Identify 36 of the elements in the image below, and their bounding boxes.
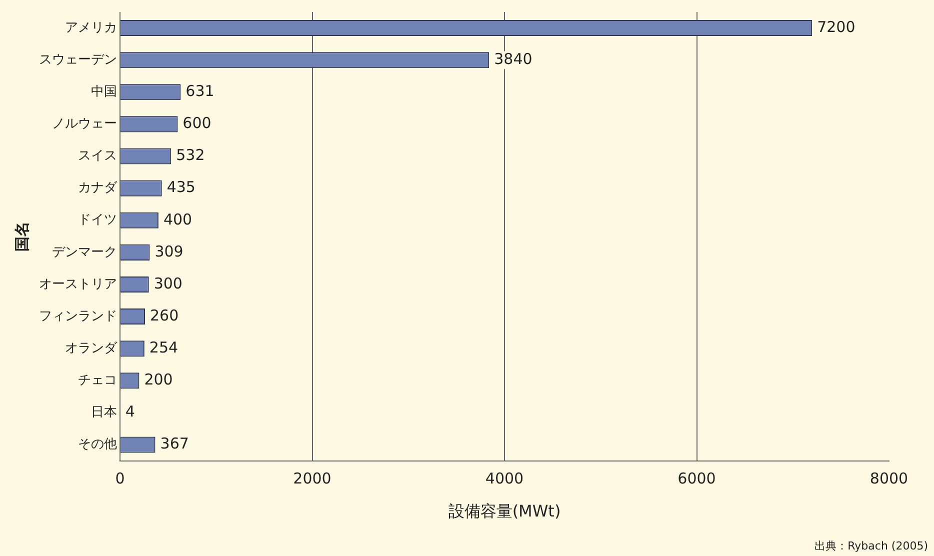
y-tick-label: フィンランド (39, 308, 117, 324)
y-tick-label: スイス (78, 148, 117, 164)
y-tick-label: 日本 (91, 405, 117, 420)
data-label: 4 (125, 402, 135, 421)
data-label: 532 (176, 146, 205, 164)
data-label: 600 (182, 114, 212, 132)
x-axis-title: 設備容量(MWt) (448, 502, 561, 521)
y-tick-label: ノルウェー (52, 116, 117, 132)
y-tick-label: カナダ (78, 180, 118, 196)
data-label: 400 (163, 210, 192, 228)
x-tick-label: 6000 (678, 470, 716, 488)
data-label: 7200 (817, 18, 856, 36)
data-label: 254 (149, 338, 178, 356)
x-tick-label: 8000 (870, 470, 908, 488)
data-label: 300 (154, 274, 182, 292)
y-tick-label: オーストリア (39, 276, 117, 292)
y-tick-label: デンマーク (52, 244, 117, 260)
data-label: 435 (166, 178, 196, 196)
y-tick-label: チェコ (78, 373, 117, 388)
x-tick-label: 2000 (293, 470, 332, 488)
y-tick-label: アメリカ (65, 20, 117, 36)
y-tick-label: オランダ (65, 340, 118, 356)
x-tick-label: 0 (115, 470, 125, 488)
data-label: 631 (186, 82, 214, 100)
y-tick-label: ドイツ (78, 212, 117, 228)
data-label: 260 (150, 306, 179, 324)
y-tick-label: その他 (78, 437, 117, 452)
y-axis-title: 国名 (12, 221, 31, 252)
data-label: 367 (160, 434, 189, 453)
source-note: 出典：Rybach (2005) (814, 539, 928, 552)
data-label: 3840 (494, 50, 532, 68)
y-tick-label: スウェーデン (39, 52, 117, 68)
data-label: 200 (144, 370, 173, 389)
data-label: 309 (154, 242, 184, 260)
x-tick-label: 4000 (485, 470, 524, 488)
y-tick-label: 中国 (91, 84, 117, 100)
